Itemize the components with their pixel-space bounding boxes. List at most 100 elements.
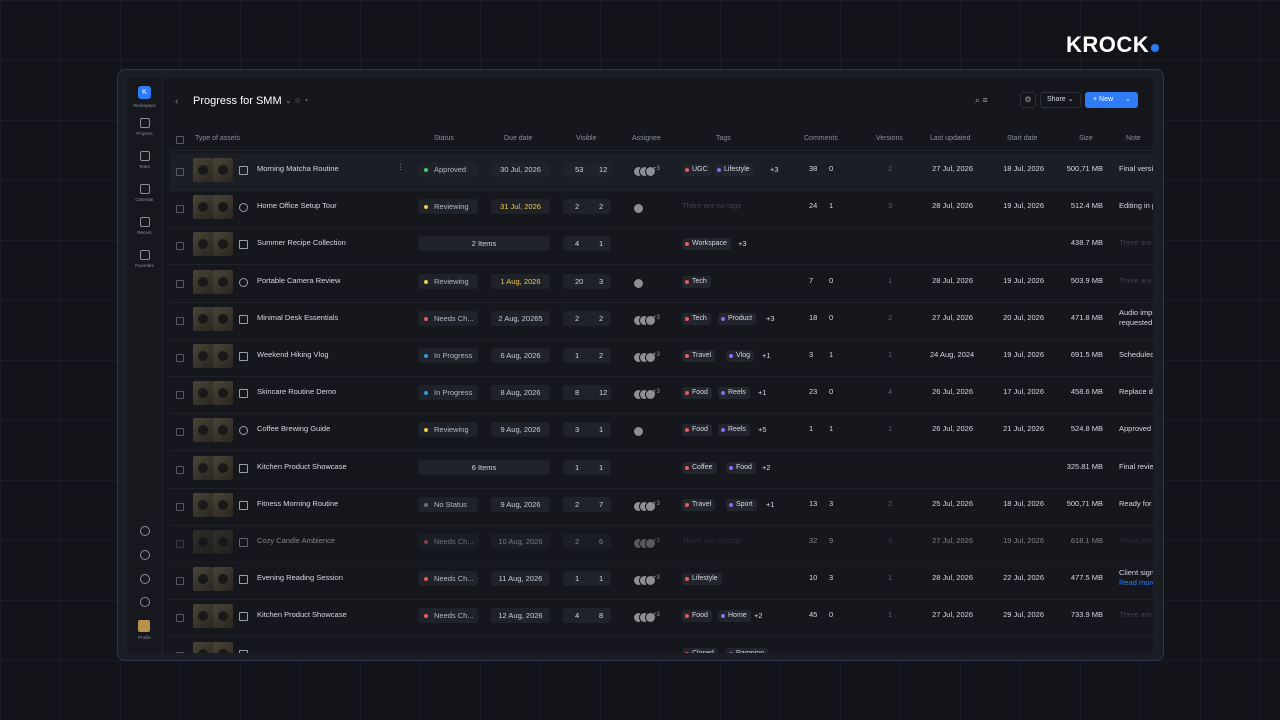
column-header[interactable]: Size [1079, 135, 1093, 142]
workspace-badge[interactable]: K [138, 86, 151, 99]
asset-name[interactable]: Summer Recipe Collection [257, 238, 346, 248]
tag[interactable]: Travel [682, 498, 716, 511]
title-dropdown[interactable]: ⌄ ☆ ◔ [285, 96, 309, 105]
tag[interactable]: Travel [682, 350, 716, 362]
asset-name[interactable]: Morning Matcha Routine [257, 164, 339, 173]
column-header[interactable]: Status [434, 135, 454, 142]
sidebar-icon[interactable] [140, 250, 150, 260]
sidebar-icon[interactable] [140, 151, 150, 161]
asset-name[interactable]: Portable Camera Review [257, 275, 341, 285]
column-header[interactable]: Type of assets [195, 135, 241, 142]
table-row[interactable]: Fitness Morning Routine No Status 9 Aug, 2… [170, 488, 1153, 526]
select-all[interactable] [176, 136, 184, 144]
tag[interactable]: Food [682, 610, 712, 623]
asset-name[interactable]: Skincare Routine Demo [257, 387, 337, 397]
row-checkbox[interactable] [176, 614, 184, 623]
tag[interactable]: UGC [682, 164, 712, 176]
tag[interactable]: Sport [726, 498, 757, 511]
tag[interactable]: Tech [682, 312, 711, 325]
sidebar-icon[interactable] [140, 597, 150, 607]
row-checkbox[interactable] [176, 168, 184, 176]
tag[interactable]: Vlog [726, 350, 755, 362]
table-row[interactable]: Evening Reading Session Needs Ch... 11 Aug… [170, 562, 1153, 601]
column-header[interactable]: Note [1126, 135, 1141, 142]
settings-button[interactable]: ⚙ [1020, 92, 1036, 108]
tag[interactable]: Workspace [682, 238, 731, 251]
table-row[interactable]: Weekend Hiking Vlog In Progress 6 Aug, 202… [170, 339, 1153, 377]
asset-name[interactable]: Weekend Hiking Vlog [257, 350, 329, 359]
sidebar-label[interactable]: Workspace [133, 103, 156, 108]
status-pill[interactable]: In Progress [418, 385, 478, 401]
asset-name[interactable]: Home Office Setup Tour [257, 201, 337, 211]
asset-name[interactable]: Minimal Desk Essentials [257, 312, 339, 322]
table-row[interactable]: Kitchen Product Showcase Needs Ch... 12 Au… [170, 599, 1153, 638]
tag[interactable]: Ramping [726, 647, 769, 653]
share-button[interactable]: Share ⌄ [1040, 92, 1081, 108]
row-checkbox[interactable] [176, 502, 184, 511]
table-row[interactable]: Skincare Routine Demo In Progress 8 Aug, 2… [170, 376, 1153, 415]
row-checkbox[interactable] [176, 651, 184, 653]
sidebar-label[interactable]: Calendar [135, 197, 154, 202]
tag[interactable]: Coffee [682, 461, 717, 474]
profile-avatar[interactable] [138, 620, 150, 632]
tag[interactable]: Food [682, 424, 712, 437]
tag[interactable]: Product [718, 312, 757, 325]
column-header[interactable]: Comments [804, 135, 838, 142]
row-checkbox[interactable] [176, 540, 184, 548]
column-header[interactable]: Start date [1007, 135, 1038, 142]
sidebar-icon[interactable] [140, 118, 150, 128]
table-row[interactable]: Coffee Brewing Guide Reviewing 9 Aug, 2026… [170, 413, 1153, 452]
tag[interactable]: Tech [682, 275, 711, 288]
new-button[interactable]: + New ⌄ [1085, 92, 1138, 108]
asset-name[interactable]: Evening Reading Session [257, 573, 343, 583]
row-checkbox[interactable] [176, 205, 184, 214]
row-checkbox[interactable] [176, 354, 184, 362]
table-row[interactable]: Cozy Candle Ambience Needs Ch... 10 Aug, 2… [170, 525, 1153, 563]
sidebar-label[interactable]: Favorites [135, 263, 154, 268]
row-checkbox[interactable] [176, 428, 184, 437]
sidebar-icon[interactable] [140, 574, 150, 584]
column-header[interactable]: Versions [876, 135, 903, 142]
search-button[interactable]: ⌕ ≡ [975, 95, 988, 105]
status-pill[interactable]: Needs Ch... [418, 534, 478, 549]
note-more[interactable]: Read more [1119, 578, 1153, 588]
status-pill[interactable]: Needs Ch... [418, 571, 478, 587]
sidebar-icon[interactable] [140, 184, 150, 194]
asset-name[interactable]: Kitchen Product Showcase [257, 610, 347, 620]
row-checkbox[interactable] [176, 279, 184, 288]
status-pill[interactable]: Needs Ch... [418, 608, 478, 624]
sidebar-label[interactable]: Recent [137, 230, 152, 235]
sidebar-icon[interactable] [140, 550, 150, 560]
column-header[interactable]: Assignee [632, 135, 661, 142]
tag[interactable]: Closed [682, 647, 718, 653]
tag[interactable]: Lifestyle [682, 573, 722, 586]
profile-label[interactable]: Profile [138, 635, 151, 640]
sidebar-label[interactable]: Team [138, 164, 150, 169]
tag[interactable]: Reels [718, 424, 750, 437]
asset-name[interactable]: Cozy Candle Ambience [257, 536, 335, 545]
status-pill[interactable]: Reviewing [418, 273, 478, 289]
table-row[interactable]: Minimal Desk Essentials Needs Ch... 2 Aug,… [170, 302, 1153, 340]
sidebar-icon[interactable] [140, 526, 150, 536]
table-row[interactable]: Closed Ramping [170, 637, 1153, 653]
column-header[interactable]: Tags [716, 135, 731, 142]
row-checkbox[interactable] [176, 391, 184, 400]
sidebar-label[interactable]: Projects [136, 131, 153, 136]
tag[interactable]: Food [726, 461, 756, 474]
sidebar-icon[interactable] [140, 217, 150, 227]
tag[interactable]: Lifestyle [714, 164, 754, 176]
tag[interactable]: Reels [718, 387, 750, 400]
row-menu[interactable]: ⋮ [397, 162, 405, 171]
tag[interactable]: Food [682, 387, 712, 400]
row-checkbox[interactable] [176, 465, 184, 474]
status-pill[interactable]: In Progress [418, 348, 478, 363]
asset-name[interactable]: Fitness Morning Routine [257, 498, 339, 508]
status-pill[interactable]: Reviewing [418, 199, 478, 215]
back-button[interactable]: ‹ [175, 96, 179, 107]
status-pill[interactable]: Reviewing [418, 422, 478, 438]
status-pill[interactable]: Needs Ch... [418, 310, 478, 326]
column-header[interactable]: Last updated [930, 135, 971, 142]
row-checkbox[interactable] [176, 316, 184, 325]
table-row[interactable]: Home Office Setup Tour Reviewing 31 Jul, 2… [170, 190, 1153, 229]
column-header[interactable]: Visible [576, 135, 597, 142]
